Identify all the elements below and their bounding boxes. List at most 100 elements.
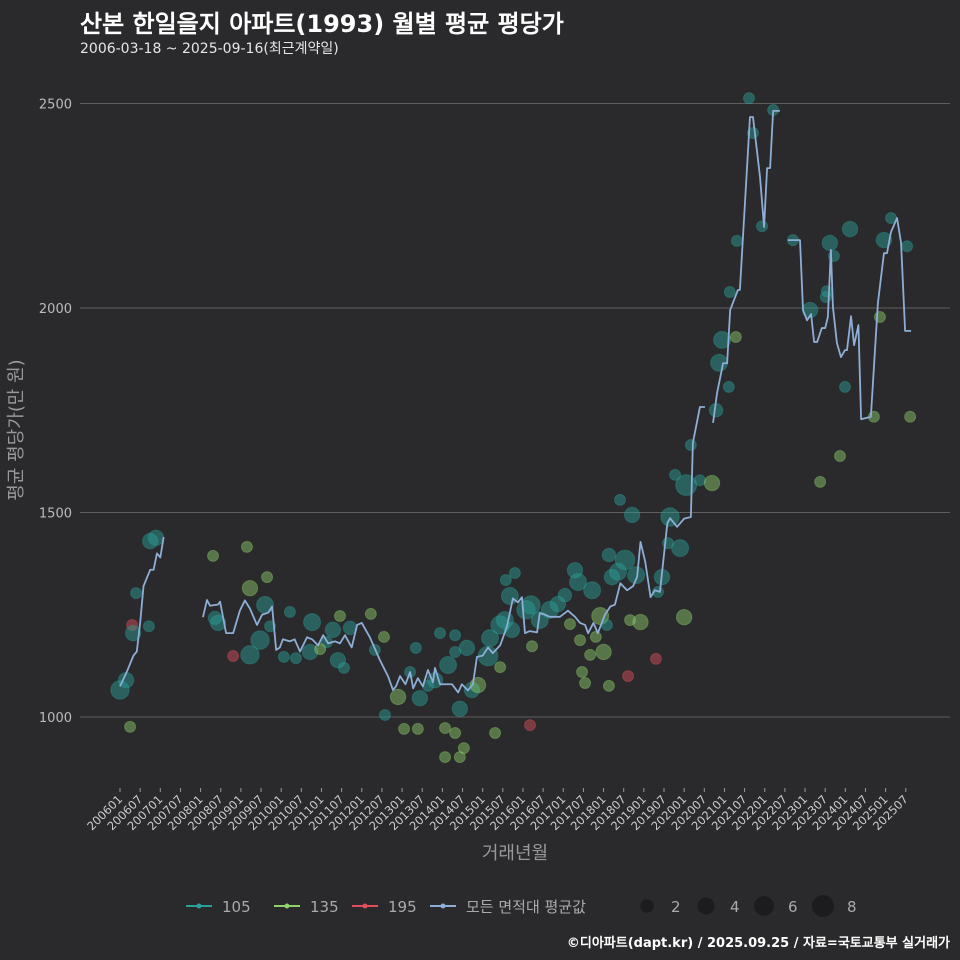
data-point-105 xyxy=(583,581,602,600)
data-point-105 xyxy=(723,286,736,299)
data-point-105 xyxy=(256,595,275,614)
data-point-135 xyxy=(124,720,137,733)
data-point-105 xyxy=(713,330,732,349)
legend-size-marker xyxy=(640,899,654,913)
legend-size-marker xyxy=(697,897,715,915)
data-point-195 xyxy=(622,670,635,683)
data-point-105 xyxy=(481,629,500,648)
y-tick-label: 1500 xyxy=(39,507,72,522)
average-line xyxy=(787,217,912,421)
data-point-135 xyxy=(584,648,597,661)
data-point-105 xyxy=(875,231,893,249)
data-point-105 xyxy=(303,613,322,632)
data-point-135 xyxy=(602,679,615,692)
data-point-105 xyxy=(449,645,462,658)
legend-marker-g135 xyxy=(284,903,290,909)
data-point-135 xyxy=(314,643,327,656)
data-point-105 xyxy=(463,681,481,699)
data-point-105 xyxy=(449,629,462,642)
data-point-135 xyxy=(389,688,407,706)
average-line xyxy=(202,406,705,694)
data-point-105 xyxy=(250,630,270,650)
data-point-105 xyxy=(301,643,319,661)
data-point-105 xyxy=(901,240,914,253)
data-point-105 xyxy=(147,529,165,547)
data-point-105 xyxy=(130,587,143,600)
data-point-105 xyxy=(660,507,680,527)
data-point-105 xyxy=(669,468,682,481)
data-point-105 xyxy=(756,220,769,233)
data-point-105 xyxy=(337,661,350,674)
data-point-135 xyxy=(364,607,377,620)
data-point-105 xyxy=(623,506,641,524)
data-point-105 xyxy=(684,439,697,452)
data-point-105 xyxy=(490,615,510,635)
data-point-135 xyxy=(579,677,592,690)
data-point-105 xyxy=(742,92,755,105)
source-caption: ©디아파트(dapt.kr) / 2025.09.25 / 자료=국토교통부 실… xyxy=(566,936,950,951)
data-point-105 xyxy=(207,610,223,626)
legend-size-marker xyxy=(812,895,834,917)
legend-marker-g105 xyxy=(196,903,202,909)
legend-label-g135: 135 xyxy=(310,898,339,916)
data-point-135 xyxy=(457,742,470,755)
legend-size-marker xyxy=(754,896,774,916)
data-point-105 xyxy=(458,639,476,657)
data-point-105 xyxy=(209,614,227,632)
data-point-105 xyxy=(841,220,859,238)
data-point-105 xyxy=(603,568,621,586)
y-tick-label: 2000 xyxy=(39,302,72,317)
data-point-195 xyxy=(126,618,139,631)
x-axis-title: 거래년월 xyxy=(482,843,548,864)
data-point-105 xyxy=(434,627,447,640)
legend-size-label: 2 xyxy=(671,898,681,916)
data-point-135 xyxy=(595,643,612,661)
data-point-135 xyxy=(240,540,253,553)
data-point-135 xyxy=(563,618,576,631)
chart-title: 산본 한일을지 아파트(1993) 월별 평균 평당가 xyxy=(80,10,564,38)
data-point-105 xyxy=(409,641,422,654)
data-point-105 xyxy=(569,573,588,592)
data-point-105 xyxy=(142,532,159,550)
data-point-135 xyxy=(576,666,589,679)
data-point-105 xyxy=(516,600,536,620)
data-point-105 xyxy=(329,651,347,669)
data-point-105 xyxy=(614,549,636,571)
data-point-135 xyxy=(453,751,466,764)
average-line xyxy=(119,536,165,687)
legend-label-g195: 195 xyxy=(388,898,417,916)
data-point-135 xyxy=(489,726,502,739)
data-point-105 xyxy=(608,562,627,581)
data-point-135 xyxy=(207,549,220,562)
data-point-135 xyxy=(449,726,462,739)
data-point-135 xyxy=(675,609,693,626)
data-point-135 xyxy=(439,751,452,764)
data-point-135 xyxy=(439,722,452,735)
data-point-105 xyxy=(508,567,521,580)
data-point-105 xyxy=(324,621,342,639)
data-point-135 xyxy=(589,630,602,643)
data-point-105 xyxy=(557,587,573,603)
data-point-105 xyxy=(124,624,142,642)
data-point-105 xyxy=(142,620,155,633)
y-tick-label: 2500 xyxy=(39,98,72,113)
data-point-135 xyxy=(241,579,259,597)
data-point-195 xyxy=(649,652,662,665)
y-axis-title: 평균 평당가(만 원) xyxy=(6,359,27,500)
y-tick-label: 1000 xyxy=(39,711,72,726)
legend-marker-g195 xyxy=(362,903,368,909)
legend-marker-avg xyxy=(440,903,446,909)
data-point-105 xyxy=(530,611,549,630)
legend-size-label: 4 xyxy=(730,898,740,916)
data-point-105 xyxy=(820,285,833,298)
data-point-105 xyxy=(821,234,839,252)
data-point-135 xyxy=(494,661,507,674)
data-point-105 xyxy=(378,708,391,721)
data-point-105 xyxy=(283,605,296,618)
legend-size-label: 6 xyxy=(788,898,798,916)
chart-subtitle: 2006-03-18 ~ 2025-09-16(최근계약일) xyxy=(80,41,339,57)
data-point-135 xyxy=(904,410,917,423)
data-point-105 xyxy=(240,645,260,665)
data-point-105 xyxy=(451,700,469,718)
